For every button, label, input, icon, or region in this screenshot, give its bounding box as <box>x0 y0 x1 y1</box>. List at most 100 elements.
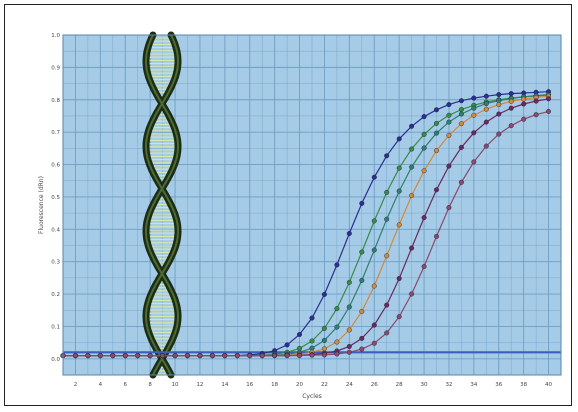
x-tick-label: 36 <box>495 382 502 388</box>
data-point <box>334 351 340 357</box>
data-point <box>533 112 539 118</box>
data-point <box>110 353 116 359</box>
data-point <box>421 168 427 174</box>
data-point <box>458 121 464 127</box>
data-point <box>209 353 215 359</box>
data-point <box>421 114 427 120</box>
data-point <box>346 344 352 350</box>
data-point <box>321 346 327 352</box>
data-point <box>446 112 452 118</box>
x-tick-label: 24 <box>346 382 353 388</box>
data-point <box>409 193 415 199</box>
data-point <box>483 106 489 112</box>
x-tick-label: 28 <box>396 382 403 388</box>
x-tick-label: 26 <box>371 382 378 388</box>
data-point <box>483 101 489 107</box>
data-point <box>521 116 527 122</box>
y-tick-label: 0.8 <box>51 98 60 104</box>
y-tick-label: 0.6 <box>51 163 60 169</box>
data-point <box>284 342 290 348</box>
data-point <box>434 130 440 136</box>
data-point <box>334 262 340 268</box>
data-point <box>346 279 352 285</box>
data-point <box>309 338 315 344</box>
data-point <box>384 330 390 336</box>
data-point <box>384 253 390 259</box>
data-point <box>346 327 352 333</box>
data-point <box>471 159 477 165</box>
data-point <box>384 153 390 159</box>
data-point <box>409 245 415 251</box>
data-point <box>371 322 377 328</box>
data-point <box>396 165 402 171</box>
data-point <box>446 132 452 138</box>
data-point <box>359 335 365 341</box>
data-point <box>384 189 390 195</box>
y-tick-label: 0.7 <box>51 130 60 136</box>
data-point <box>321 352 327 358</box>
data-point <box>359 277 365 283</box>
data-point <box>321 337 327 343</box>
data-point <box>97 353 103 359</box>
x-tick-label: 12 <box>196 382 203 388</box>
data-point <box>234 353 240 359</box>
series <box>60 108 552 359</box>
data-point <box>197 353 203 359</box>
x-tick-label: 16 <box>246 382 253 388</box>
x-axis-tick-labels: 2 4 6 8 10 12 14 16 18 20 22 24 26 28 30 32 34 36 38 40 <box>74 382 553 388</box>
y-tick-label: 0.4 <box>51 227 60 233</box>
data-point <box>359 200 365 206</box>
data-point <box>222 353 228 359</box>
x-axis-label: Cycles <box>302 393 322 400</box>
data-point <box>272 353 278 359</box>
x-tick-label: 20 <box>296 382 303 388</box>
data-point <box>371 340 377 346</box>
data-point <box>321 291 327 297</box>
x-tick-label: 18 <box>271 382 278 388</box>
data-point <box>496 131 502 137</box>
data-point <box>172 353 178 359</box>
data-point <box>496 102 502 108</box>
data-point <box>421 264 427 270</box>
data-point <box>334 324 340 330</box>
data-point <box>409 146 415 152</box>
data-point <box>458 98 464 104</box>
data-point <box>496 92 502 98</box>
helix-strand-highlight <box>145 34 179 376</box>
data-point <box>471 112 477 118</box>
data-point <box>421 131 427 137</box>
data-point <box>297 353 303 359</box>
data-point <box>409 123 415 129</box>
data-point <box>508 98 514 104</box>
data-point <box>546 108 552 114</box>
x-tick-label: 2 <box>74 382 78 388</box>
data-point <box>371 174 377 180</box>
data-point <box>409 291 415 297</box>
data-point <box>496 111 502 117</box>
data-point <box>421 145 427 151</box>
data-point <box>446 163 452 169</box>
y-tick-label: 0.5 <box>51 195 60 201</box>
y-axis-tick-labels: 0.0 0.1 0.2 0.3 0.4 0.5 0.6 0.7 0.8 0.9 1.0 <box>51 33 60 363</box>
x-tick-label: 14 <box>221 382 228 388</box>
series-line <box>63 110 549 357</box>
data-point <box>321 325 327 331</box>
x-tick-label: 38 <box>520 382 527 388</box>
data-point <box>471 105 477 111</box>
data-point <box>259 353 265 359</box>
y-tick-label: 0.1 <box>51 324 60 330</box>
data-point <box>396 136 402 142</box>
data-point <box>508 91 514 97</box>
data-point <box>508 123 514 129</box>
data-point <box>122 353 128 359</box>
y-tick-label: 0.0 <box>51 357 60 363</box>
data-point <box>346 304 352 310</box>
data-point <box>471 130 477 136</box>
y-tick-label: 0.3 <box>51 260 60 266</box>
data-point <box>371 247 377 253</box>
data-point <box>384 216 390 222</box>
y-tick-label: 0.2 <box>51 292 60 298</box>
data-point <box>446 205 452 211</box>
data-point <box>396 188 402 194</box>
